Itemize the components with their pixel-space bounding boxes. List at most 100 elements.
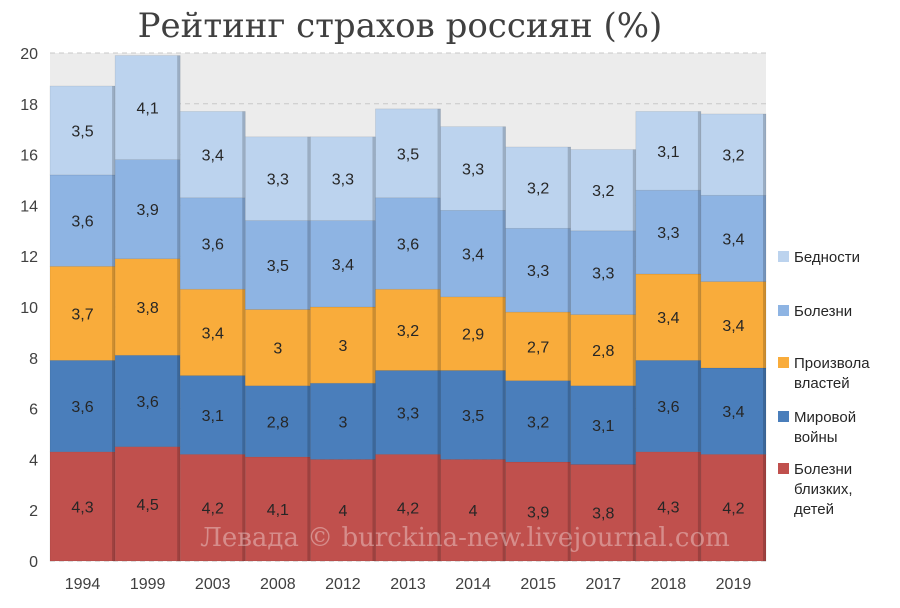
bar-segment — [570, 385, 637, 465]
x-tick-label: 1999 — [130, 576, 166, 593]
bar-segment-shade — [307, 385, 311, 457]
data-label: 4,2 — [722, 501, 744, 518]
data-label: 3,9 — [527, 504, 549, 521]
bar-segment — [375, 454, 441, 562]
legend: Бедности Болезни Произвола властей Мировой во… — [778, 249, 870, 518]
legend-swatch — [778, 305, 789, 316]
bar-segment — [114, 446, 181, 562]
bar-segment — [310, 459, 376, 562]
bar-segment — [635, 360, 702, 453]
bar-segment-shade — [697, 190, 701, 274]
bar-segment-shade — [632, 314, 636, 386]
data-label: 3,6 — [137, 394, 159, 411]
data-label: 3,4 — [722, 231, 744, 248]
bar-segment — [700, 194, 767, 282]
bar-segment-shade — [372, 383, 376, 460]
data-label: 3,2 — [527, 181, 549, 198]
bar-segment — [635, 189, 702, 275]
data-label: 3,6 — [71, 214, 93, 231]
bar-segment-shade — [763, 281, 766, 368]
data-label: 3,1 — [202, 408, 224, 425]
bar-segment-shade — [502, 126, 506, 211]
data-label: 3,5 — [397, 146, 419, 163]
bar-segment-shade — [242, 454, 246, 561]
legend-label: Болезни — [794, 303, 852, 320]
bar-segment — [244, 456, 311, 562]
y-tick-label: 4 — [29, 452, 38, 469]
bar-segment-shade — [632, 464, 636, 561]
data-label: 3,3 — [527, 263, 549, 280]
data-label: 3,2 — [397, 323, 419, 340]
bar-segment-shade — [112, 360, 116, 452]
y-tick-label: 18 — [20, 97, 38, 114]
legend-swatch — [778, 411, 789, 422]
bar-segment — [310, 136, 376, 221]
data-label: 4 — [338, 503, 347, 520]
data-label: 3 — [273, 341, 282, 358]
bar-segment-shade — [632, 230, 636, 315]
bar-segment — [179, 197, 246, 290]
data-label: 3,4 — [332, 257, 354, 274]
bar-segment-shade — [567, 228, 571, 313]
data-label: 2,8 — [592, 343, 614, 360]
bar-segment-shade — [502, 296, 506, 371]
bar-segment-shade — [307, 220, 311, 310]
data-label: 3,1 — [657, 144, 679, 161]
bar-segment — [505, 146, 572, 229]
legend-swatch — [778, 463, 789, 474]
bar-segment — [49, 85, 116, 176]
bar-segment-shade — [697, 273, 701, 361]
data-label: 3,3 — [462, 162, 484, 179]
bar-segment — [635, 273, 702, 361]
y-tick-label: 10 — [20, 300, 38, 317]
bar-segment-shade — [372, 307, 376, 384]
bar-segment-shade — [242, 111, 246, 198]
legend-swatch — [778, 251, 789, 262]
data-label: 4,3 — [657, 499, 679, 516]
y-tick-label: 12 — [20, 249, 38, 266]
bar-segment-shade — [763, 454, 766, 561]
data-label: 3,6 — [657, 399, 679, 416]
bar-segment-shade — [437, 454, 441, 561]
y-tick-label: 16 — [20, 148, 38, 165]
bars — [49, 55, 767, 562]
bar-segment — [244, 220, 311, 310]
bar-segment-shade — [502, 370, 506, 460]
data-label: 3,3 — [267, 172, 289, 189]
data-label: 3 — [338, 338, 347, 355]
bar-segment — [244, 136, 311, 221]
legend-label: Бедности — [794, 249, 860, 266]
bar-segment-shade — [697, 451, 701, 561]
data-label: 3,2 — [527, 414, 549, 431]
data-label: 3,5 — [462, 408, 484, 425]
bar-segment-shade — [307, 456, 311, 561]
data-label: 3 — [338, 414, 347, 431]
bar-segment-shade — [502, 210, 506, 297]
bar-segment-shade — [242, 197, 246, 290]
bar-segment-shade — [112, 174, 116, 267]
bar-segment — [635, 111, 702, 191]
data-label: 4,1 — [267, 502, 289, 519]
bar-segment-shade — [112, 86, 116, 175]
data-label: 3,3 — [332, 172, 354, 189]
data-label: 4 — [469, 503, 478, 520]
y-tick-label: 2 — [29, 503, 38, 520]
bar-segment — [49, 174, 116, 267]
legend-label: Мировой — [794, 409, 856, 426]
data-label: 3,9 — [137, 202, 159, 219]
legend-label: властей — [794, 375, 850, 392]
data-labels: 4,3 3,6 3,7 3,6 3,5 4,5 3,6 3,8 3,9 4,1 4,2 3,1 3,4 3… — [71, 101, 744, 523]
bar-segment-shade — [697, 360, 701, 452]
bar-segment — [570, 464, 637, 562]
bar-segment-shade — [567, 461, 571, 561]
bar-segment-shade — [372, 459, 376, 561]
y-tick-label: 8 — [29, 351, 38, 368]
bar-segment — [114, 258, 181, 356]
bar-segment-shade — [177, 159, 181, 259]
bar-segment-shade — [242, 289, 246, 376]
data-label: 3,6 — [71, 399, 93, 416]
data-label: 3,4 — [722, 404, 744, 421]
data-label: 3,3 — [397, 405, 419, 422]
data-label: 3,5 — [71, 123, 93, 140]
x-tick-label: 2018 — [651, 576, 687, 593]
